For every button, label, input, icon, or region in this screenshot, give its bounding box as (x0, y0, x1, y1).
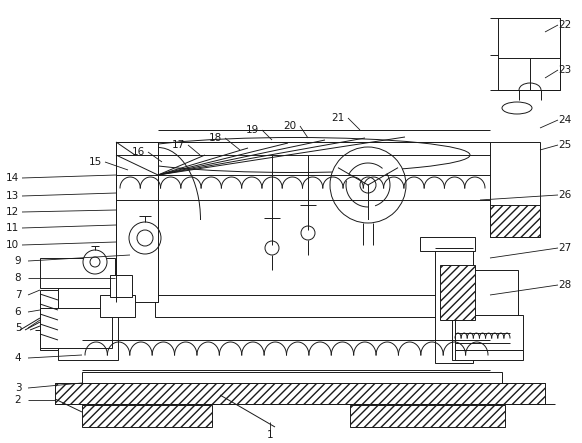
Bar (473, 270, 518, 328)
Bar (473, 328, 518, 343)
Bar (490, 205, 540, 237)
Text: 27: 27 (558, 243, 572, 253)
Circle shape (330, 147, 406, 223)
Circle shape (90, 257, 100, 267)
Text: 28: 28 (558, 280, 572, 290)
Circle shape (265, 241, 279, 255)
Text: 26: 26 (558, 190, 572, 200)
Bar (116, 142, 158, 302)
Text: 6: 6 (15, 307, 22, 317)
Ellipse shape (502, 102, 532, 114)
Text: 18: 18 (208, 133, 222, 143)
Text: 7: 7 (15, 290, 22, 300)
Circle shape (83, 250, 107, 274)
Bar (498, 18, 560, 90)
Text: 1: 1 (267, 430, 274, 440)
Bar (40, 258, 115, 288)
Text: 24: 24 (558, 115, 572, 125)
Text: 20: 20 (283, 121, 297, 131)
Bar (490, 142, 540, 237)
Bar (435, 248, 473, 363)
Text: 19: 19 (246, 125, 258, 135)
Text: 17: 17 (171, 140, 184, 150)
Text: 15: 15 (88, 157, 102, 167)
Circle shape (137, 230, 153, 246)
Text: 4: 4 (15, 353, 22, 363)
Bar (440, 265, 475, 320)
Text: 14: 14 (5, 173, 19, 183)
Text: 21: 21 (331, 113, 345, 123)
Text: 8: 8 (15, 273, 22, 283)
Circle shape (360, 177, 376, 193)
Text: 5: 5 (15, 323, 22, 333)
Bar (58, 280, 118, 360)
Text: 16: 16 (132, 147, 144, 157)
Text: 13: 13 (5, 191, 19, 201)
Bar (350, 405, 505, 427)
Text: 12: 12 (5, 207, 19, 217)
Bar (55, 383, 545, 404)
Bar (40, 290, 58, 350)
Bar (82, 372, 502, 383)
Bar (40, 308, 112, 348)
Ellipse shape (120, 137, 470, 172)
Text: 25: 25 (558, 140, 572, 150)
Bar (82, 405, 212, 427)
Bar (452, 315, 468, 360)
Text: 10: 10 (5, 240, 19, 250)
Bar (110, 275, 132, 297)
Bar (420, 237, 475, 251)
Text: 11: 11 (5, 223, 19, 233)
Text: 3: 3 (15, 383, 22, 393)
Bar (155, 295, 485, 317)
Text: 2: 2 (15, 395, 22, 405)
Bar (115, 270, 157, 288)
Text: 9: 9 (15, 256, 22, 266)
Bar (455, 350, 523, 360)
Circle shape (301, 226, 315, 240)
Text: 22: 22 (558, 20, 572, 30)
Bar (100, 295, 135, 317)
Text: 23: 23 (558, 65, 572, 75)
Bar (455, 315, 523, 350)
Circle shape (129, 222, 161, 254)
